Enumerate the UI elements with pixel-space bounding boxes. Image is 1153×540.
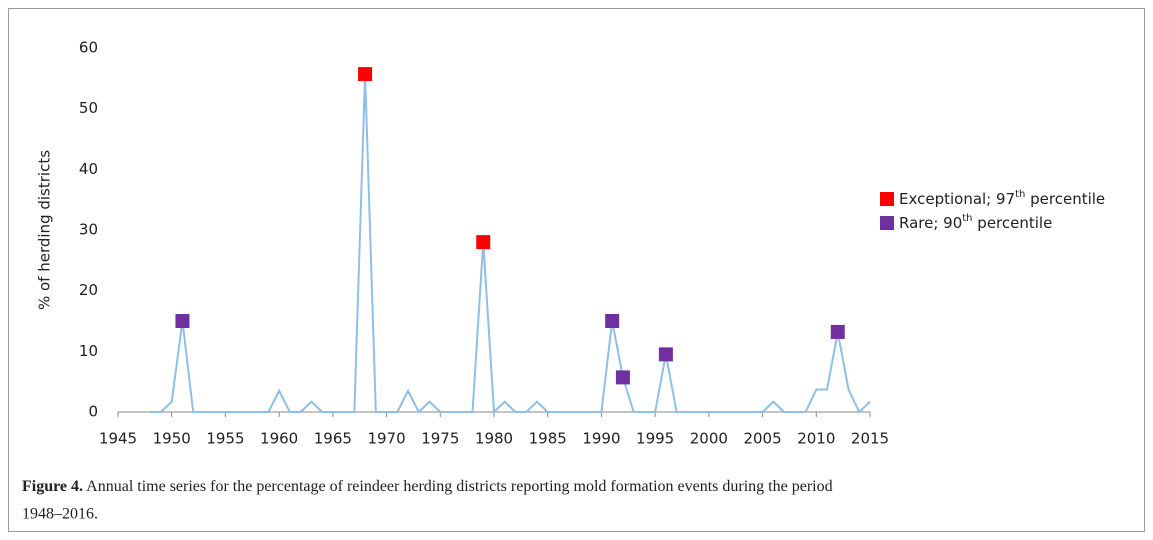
y-tick-label: 50: [79, 99, 98, 117]
legend-label: Exceptional; 97th percentile: [899, 189, 1105, 208]
legend-text-part: Exceptional; 97: [899, 190, 1015, 208]
legend-swatch: [880, 216, 894, 230]
x-tick-label: 1950: [153, 430, 191, 448]
y-tick-label: 60: [79, 39, 98, 57]
y-tick-label: 10: [79, 342, 98, 360]
x-tick-label: 2000: [690, 430, 728, 448]
legend-swatch: [880, 192, 894, 206]
marker: [476, 235, 491, 250]
caption-text: Annual time series for the percentage of…: [86, 478, 832, 495]
marker: [830, 324, 845, 339]
x-tick-label: 1990: [582, 430, 620, 448]
marker: [658, 347, 673, 362]
x-tick-label: 1970: [367, 430, 405, 448]
x-tick-label: 1960: [260, 430, 298, 448]
marker: [615, 370, 630, 385]
marker: [605, 314, 620, 328]
marker: [175, 314, 190, 328]
y-tick-label: 0: [88, 403, 98, 421]
x-tick-label: 1955: [206, 430, 244, 448]
legend-text-part: th: [962, 213, 972, 224]
x-tick-label: 1975: [421, 430, 459, 448]
y-tick-label: 30: [79, 221, 98, 239]
x-tick-label: 2005: [743, 430, 781, 448]
y-tick-label: 40: [79, 160, 98, 178]
legend-text-part: percentile: [973, 214, 1053, 232]
marker: [358, 67, 373, 82]
x-tick-label: 1965: [314, 430, 352, 448]
data-line: [150, 74, 871, 415]
caption: Figure 4. Annual time series for the per…: [22, 478, 833, 495]
legend-text-part: th: [1015, 189, 1025, 200]
x-tick-label: 2010: [797, 430, 835, 448]
x-tick-label: 1985: [529, 430, 567, 448]
legend-text-part: percentile: [1025, 190, 1105, 208]
y-axis-label: % of herding districts: [36, 150, 54, 310]
x-tick-label: 2015: [851, 430, 889, 448]
figure-border: [8, 8, 1145, 532]
x-tick-label: 1945: [99, 430, 137, 448]
y-tick-label: 20: [79, 281, 98, 299]
caption-label: Figure 4.: [22, 478, 83, 495]
x-tick-label: 1980: [475, 430, 513, 448]
legend-label: Rare; 90th percentile: [899, 213, 1052, 232]
x-tick-label: 1995: [636, 430, 674, 448]
legend-text-part: Rare; 90: [899, 214, 962, 232]
caption-line-2: 1948–2016.: [22, 506, 98, 523]
